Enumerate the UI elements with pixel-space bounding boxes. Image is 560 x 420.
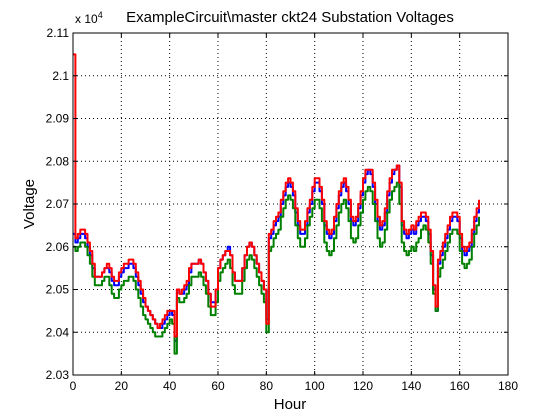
y-tick-label: 2.03 <box>46 368 70 382</box>
x-tick-label: 0 <box>70 379 77 393</box>
y-tick-label: 2.05 <box>46 283 70 297</box>
y-tick-labels: 2.03 2.04 2.05 2.06 2.07 2.08 2.09 2.1 2.11 <box>46 26 70 382</box>
x-tick-label: 140 <box>401 379 421 393</box>
x-tick-label: 180 <box>498 379 518 393</box>
x-tick-label: 40 <box>163 379 177 393</box>
y-multiplier-exponent: 4 <box>98 10 103 20</box>
x-tick-label: 20 <box>115 379 129 393</box>
x-tick-label: 80 <box>260 379 274 393</box>
y-tick-label: 2.09 <box>46 112 70 126</box>
x-tick-label: 120 <box>353 379 373 393</box>
x-tick-label: 100 <box>305 379 325 393</box>
y-tick-label: 2.07 <box>46 197 70 211</box>
chart-title: ExampleCircuit\master ckt24 Substation V… <box>126 9 454 26</box>
x-tick-labels: 0 20 40 60 80 100 120 140 160 180 <box>70 379 519 393</box>
x-axis-label: Hour <box>274 396 307 413</box>
y-tick-label: 2.11 <box>47 26 70 40</box>
series-layer <box>73 53 480 355</box>
y-tick-label: 2.06 <box>46 240 70 254</box>
y-multiplier: x 104 <box>75 10 103 26</box>
plot-area <box>73 33 508 375</box>
x-tick-label: 60 <box>211 379 225 393</box>
y-tick-label: 2.1 <box>52 69 69 83</box>
y-axis-label: Voltage <box>21 179 38 229</box>
ticks <box>72 32 509 376</box>
y-multiplier-base: x 10 <box>75 12 98 26</box>
y-tick-label: 2.08 <box>46 154 70 168</box>
x-tick-label: 160 <box>450 379 470 393</box>
series-line-2 <box>73 53 480 338</box>
y-tick-label: 2.04 <box>46 325 70 339</box>
series-line-1 <box>73 181 480 355</box>
